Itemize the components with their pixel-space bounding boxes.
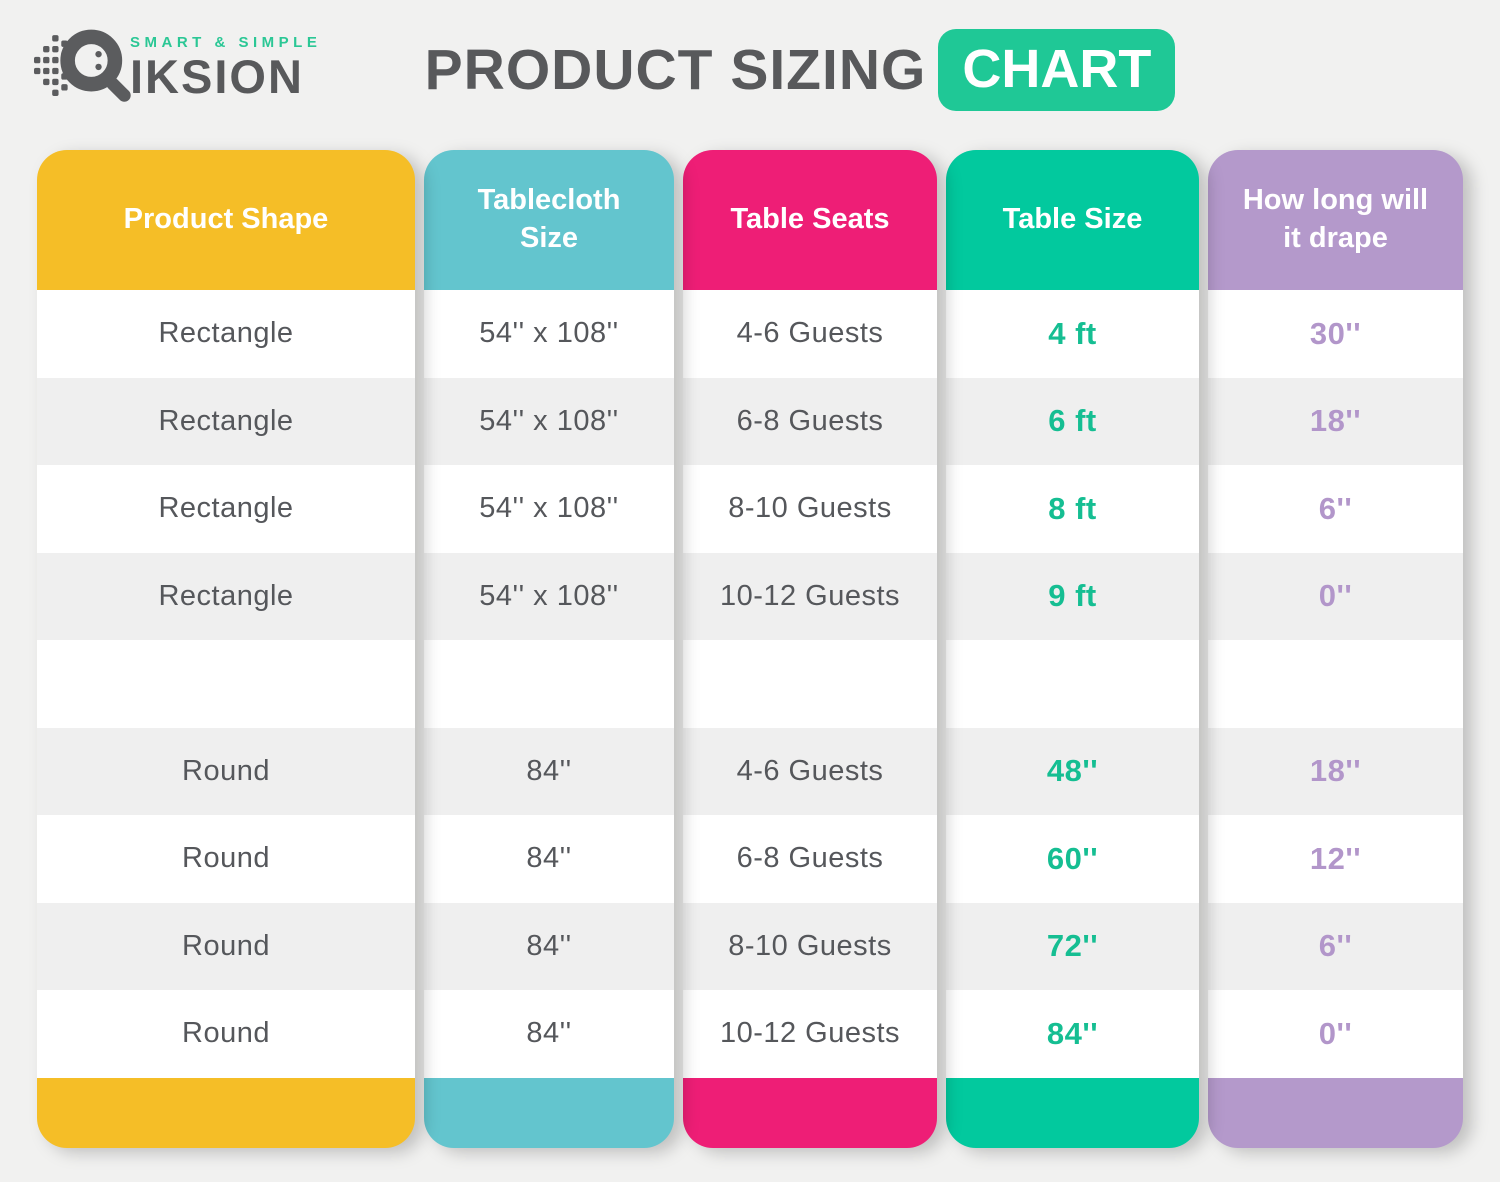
cell-cloth-r1: 54'' x 108'' [424, 377, 674, 465]
cell-shape-r6: Round [37, 815, 415, 903]
column-header-table-size: Table Size [946, 150, 1199, 290]
logo-tagline: SMART & SIMPLE [130, 34, 322, 51]
column-footer-product-shape [37, 1077, 415, 1148]
qiksion-logo: SMART & SIMPLE IKSION [34, 20, 321, 112]
cell-size-r5: 48'' [946, 727, 1199, 815]
cell-seats-r0: 4-6 Guests [683, 290, 937, 378]
cell-shape-r4 [37, 640, 415, 728]
q-magnifier-speed-icon [34, 29, 131, 102]
cell-size-r1: 6 ft [946, 377, 1199, 465]
cell-size-r4 [946, 640, 1199, 728]
column-tablecloth-size: Tablecloth Size 54'' x 108'' 54'' x 108'… [424, 150, 674, 1148]
cell-seats-r4 [683, 640, 937, 728]
cell-shape-r0: Rectangle [37, 290, 415, 378]
column-table-size: Table Size 4 ft 6 ft 8 ft 9 ft 48'' 60''… [946, 150, 1199, 1148]
cell-cloth-r0: 54'' x 108'' [424, 290, 674, 378]
logo-brand-name: IKSION [130, 50, 304, 103]
cell-size-r6: 60'' [946, 815, 1199, 903]
cell-drape-r6: 12'' [1208, 815, 1463, 903]
cell-seats-r3: 10-12 Guests [683, 552, 937, 640]
column-product-shape: Product Shape Rectangle Rectangle Rectan… [37, 150, 415, 1148]
cell-drape-r4 [1208, 640, 1463, 728]
cell-shape-r7: Round [37, 902, 415, 990]
title-badge: CHART [938, 29, 1176, 111]
page-title: PRODUCT SIZING CHART [0, 0, 1500, 140]
cell-seats-r2: 8-10 Guests [683, 465, 937, 553]
column-drape-length: How long will it drape 30'' 18'' 6'' 0''… [1208, 150, 1463, 1148]
cell-size-r7: 72'' [946, 902, 1199, 990]
cell-cloth-r4 [424, 640, 674, 728]
column-footer-table-size [946, 1077, 1199, 1148]
cell-size-r0: 4 ft [946, 290, 1199, 378]
cell-drape-r2: 6'' [1208, 465, 1463, 553]
cell-cloth-r3: 54'' x 108'' [424, 552, 674, 640]
cell-cloth-r6: 84'' [424, 815, 674, 903]
cell-seats-r6: 6-8 Guests [683, 815, 937, 903]
cell-size-r8: 84'' [946, 990, 1199, 1078]
cell-drape-r0: 30'' [1208, 290, 1463, 378]
cell-drape-r8: 0'' [1208, 990, 1463, 1078]
column-header-drape-length: How long will it drape [1208, 150, 1463, 290]
cell-cloth-r2: 54'' x 108'' [424, 465, 674, 553]
cell-drape-r1: 18'' [1208, 377, 1463, 465]
cell-seats-r7: 8-10 Guests [683, 902, 937, 990]
column-header-tablecloth-size: Tablecloth Size [424, 150, 674, 290]
header-bar: SMART & SIMPLE IKSION PRODUCT SIZING CHA… [0, 0, 1500, 150]
cell-seats-r8: 10-12 Guests [683, 990, 937, 1078]
column-table-seats: Table Seats 4-6 Guests 6-8 Guests 8-10 G… [683, 150, 937, 1148]
column-footer-tablecloth-size [424, 1077, 674, 1148]
cell-drape-r3: 0'' [1208, 552, 1463, 640]
cell-shape-r3: Rectangle [37, 552, 415, 640]
column-footer-table-seats [683, 1077, 937, 1148]
cell-cloth-r7: 84'' [424, 902, 674, 990]
cell-shape-r5: Round [37, 727, 415, 815]
cell-cloth-r5: 84'' [424, 727, 674, 815]
cell-shape-r2: Rectangle [37, 465, 415, 553]
cell-shape-r1: Rectangle [37, 377, 415, 465]
column-header-product-shape: Product Shape [37, 150, 415, 290]
cell-drape-r7: 6'' [1208, 902, 1463, 990]
column-footer-drape-length [1208, 1077, 1463, 1148]
cell-size-r2: 8 ft [946, 465, 1199, 553]
column-header-table-seats: Table Seats [683, 150, 937, 290]
title-text: PRODUCT SIZING [424, 38, 927, 102]
cell-drape-r5: 18'' [1208, 727, 1463, 815]
cell-seats-r1: 6-8 Guests [683, 377, 937, 465]
sizing-table: Product Shape Rectangle Rectangle Rectan… [37, 150, 1463, 1148]
cell-size-r3: 9 ft [946, 552, 1199, 640]
cell-seats-r5: 4-6 Guests [683, 727, 937, 815]
cell-shape-r8: Round [37, 990, 415, 1078]
logo-text: SMART & SIMPLE IKSION [130, 20, 321, 101]
cell-cloth-r8: 84'' [424, 990, 674, 1078]
